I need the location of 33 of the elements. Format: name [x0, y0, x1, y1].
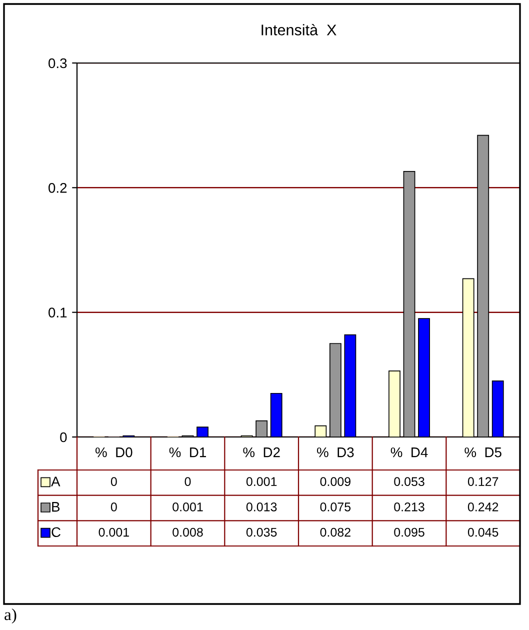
- data-label: 0: [110, 502, 117, 512]
- y-tick-label: 0.2: [48, 183, 67, 193]
- data-label: 0.082: [320, 528, 350, 537]
- data-label: 0.075: [320, 502, 351, 512]
- text: a): [4, 608, 16, 624]
- legend-label: C: [52, 527, 60, 538]
- x-tick-label: % D3: [317, 447, 354, 458]
- data-label: 0.242: [468, 502, 498, 512]
- chart-title: Intensità X: [262, 24, 336, 36]
- data-label: 0.045: [468, 528, 498, 537]
- y-tick-label: 0.1: [48, 308, 67, 318]
- data-label: 0: [110, 477, 117, 486]
- data-label: 0.001: [172, 502, 203, 512]
- data-label: 0.213: [394, 502, 424, 512]
- data-label: 0.053: [394, 477, 424, 486]
- y-tick-label: 0: [60, 432, 67, 442]
- x-tick-label: % D1: [169, 447, 206, 458]
- data-label: 0.035: [246, 528, 277, 537]
- data-label: 0.008: [172, 528, 203, 537]
- data-label: 0.095: [394, 528, 424, 537]
- data-label: 0.009: [320, 477, 350, 486]
- data-label: 0.001: [98, 528, 129, 537]
- x-tick-label: % D0: [96, 447, 132, 458]
- y-tick-label: 0.3: [48, 58, 67, 68]
- data-label: 0.013: [246, 502, 277, 512]
- x-tick-label: % D5: [464, 447, 502, 458]
- data-label: 0.127: [468, 477, 498, 486]
- data-label: 0.001: [246, 477, 277, 486]
- data-label: 0: [184, 477, 191, 486]
- legend-label: B: [52, 502, 60, 512]
- x-tick-label: % D4: [390, 447, 428, 458]
- legend-label: A: [51, 476, 60, 486]
- x-tick-label: % D2: [243, 447, 280, 458]
